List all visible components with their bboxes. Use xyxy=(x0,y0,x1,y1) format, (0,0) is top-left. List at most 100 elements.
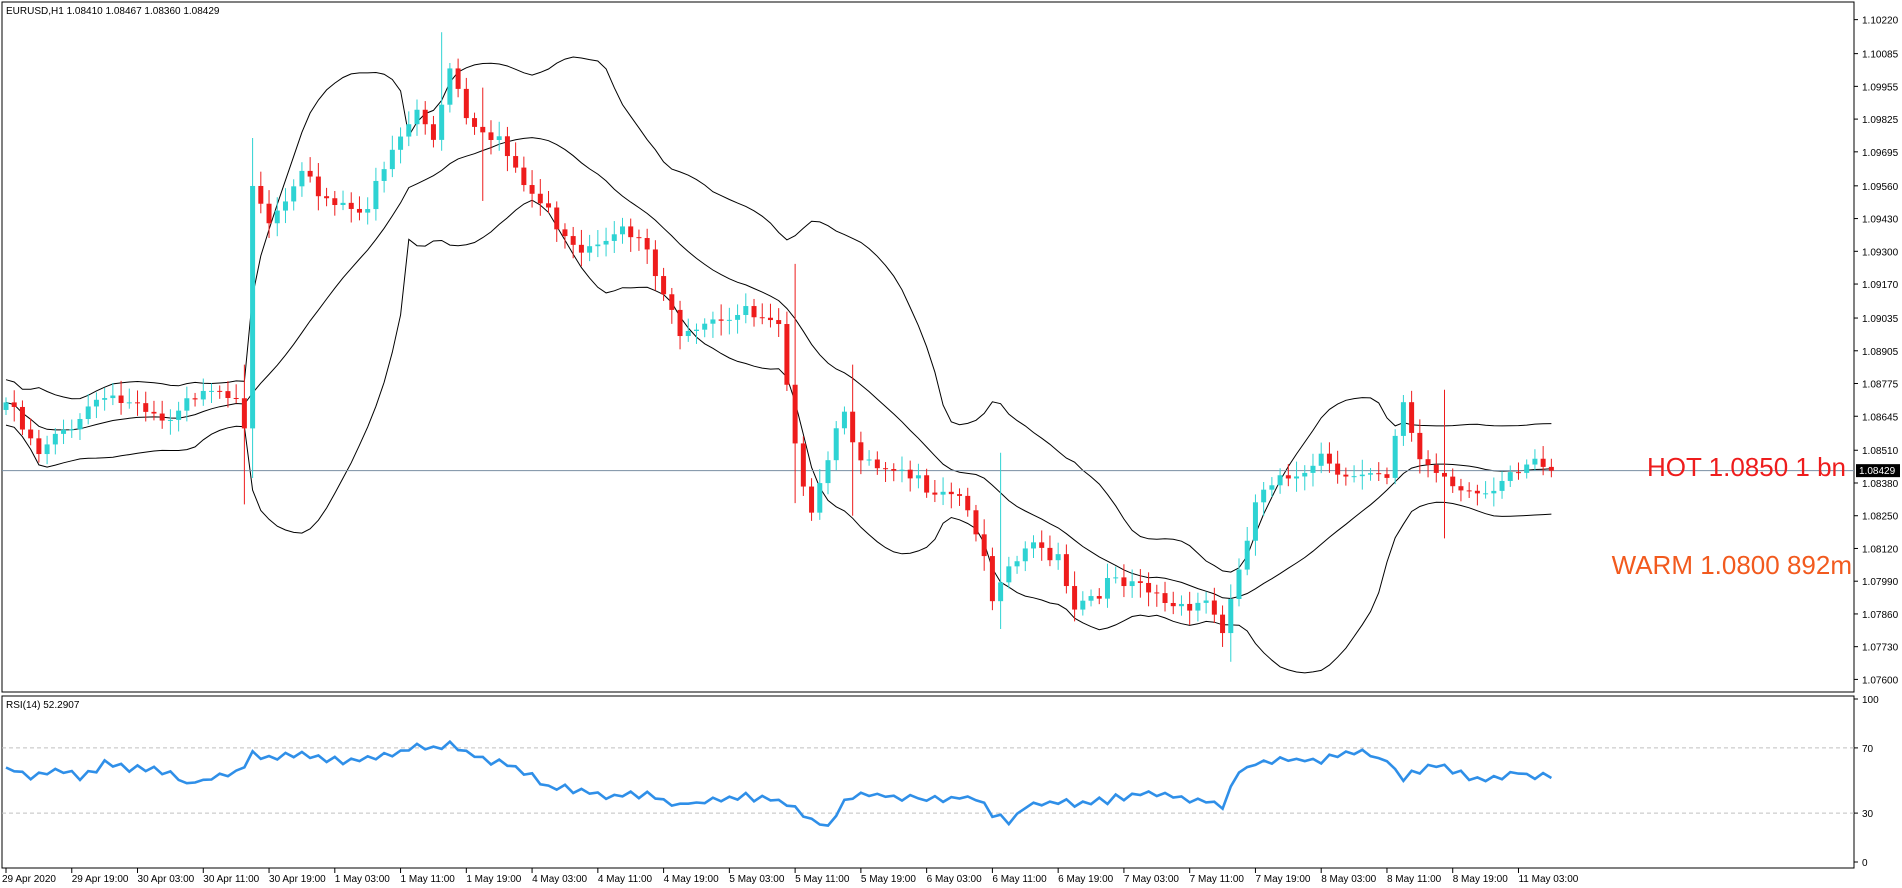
time-tick-label: 8 May 19:00 xyxy=(1453,874,1508,885)
candle-body xyxy=(850,411,856,443)
candle-body xyxy=(833,428,839,461)
candle-body xyxy=(1104,577,1110,599)
candle-body xyxy=(1326,453,1332,464)
price-tick-label: 1.09170 xyxy=(1862,280,1899,291)
time-tick-label: 1 May 03:00 xyxy=(335,874,390,885)
candle-body xyxy=(841,411,847,429)
time-tick-label: 8 May 03:00 xyxy=(1321,874,1376,885)
price-tick-label: 1.09560 xyxy=(1862,182,1899,193)
price-tick-label: 1.08645 xyxy=(1862,412,1899,423)
candle-body xyxy=(1376,473,1382,475)
candle-body xyxy=(661,276,667,295)
candle-body xyxy=(274,210,280,224)
time-tick-label: 4 May 03:00 xyxy=(532,874,587,885)
candle-body xyxy=(324,196,330,199)
price-tick-label: 1.10085 xyxy=(1862,50,1899,61)
candle-body xyxy=(1195,602,1201,611)
time-tick-label: 5 May 03:00 xyxy=(729,874,784,885)
candle-body xyxy=(1409,402,1415,433)
candle-body xyxy=(93,399,99,407)
candle-body xyxy=(332,198,338,206)
candle-body xyxy=(1063,554,1069,587)
candle-body xyxy=(1384,474,1390,478)
candle-body xyxy=(924,475,930,493)
candle-body xyxy=(365,209,371,213)
candle-body xyxy=(143,403,149,412)
candle-body xyxy=(957,494,963,496)
candle-body xyxy=(776,320,782,325)
candle-body xyxy=(948,491,954,495)
candle-body xyxy=(1154,592,1160,594)
time-tick-label: 30 Apr 11:00 xyxy=(203,874,259,885)
candle-body xyxy=(110,395,116,399)
candle-body xyxy=(1318,453,1324,466)
candle-body xyxy=(743,306,749,315)
candle-body xyxy=(915,475,921,479)
candle-body xyxy=(19,406,25,430)
bollinger-bands xyxy=(5,56,1552,674)
candle-body xyxy=(1137,581,1143,583)
bollinger-middle xyxy=(5,137,1552,600)
candle-body xyxy=(784,324,790,385)
price-tick-label: 1.09695 xyxy=(1862,148,1899,159)
candle-body xyxy=(1269,485,1275,490)
candle-body xyxy=(430,124,436,140)
candle-body xyxy=(1113,577,1119,579)
time-tick-label: 6 May 03:00 xyxy=(927,874,982,885)
candle-body xyxy=(1294,476,1300,479)
time-tick-label: 8 May 11:00 xyxy=(1387,874,1442,885)
candle-body xyxy=(1466,490,1472,492)
candle-body xyxy=(1031,542,1036,549)
level-warm-label: WARM 1.0800 892m xyxy=(1612,550,1852,580)
time-tick-label: 29 Apr 19:00 xyxy=(72,874,129,885)
candle-body xyxy=(1458,486,1464,491)
candle-body xyxy=(669,294,675,310)
candle-body xyxy=(1302,472,1308,477)
candle-body xyxy=(1203,600,1209,603)
price-axis: 1.10220 1.10085 1.09955 1.09825 1.09695 1.095… xyxy=(1854,16,1899,686)
candle-body xyxy=(858,442,864,461)
candle-body xyxy=(52,433,58,445)
price-tick-label: 1.07730 xyxy=(1862,643,1899,654)
candle-body xyxy=(1433,464,1439,473)
candle-body xyxy=(989,556,995,602)
candle-body xyxy=(1442,472,1447,477)
candle-body xyxy=(562,229,568,237)
candle-body xyxy=(496,136,502,141)
candle-body xyxy=(726,319,732,321)
candle-body xyxy=(233,397,239,399)
candle-body xyxy=(11,402,17,407)
candle-body xyxy=(1220,614,1226,634)
candle-body xyxy=(1524,464,1530,473)
candle-body xyxy=(595,244,601,247)
candle-body xyxy=(570,236,576,245)
time-tick-label: 4 May 11:00 xyxy=(598,874,653,885)
time-tick-label: 5 May 11:00 xyxy=(795,874,850,885)
symbol-header: EURUSD,H1 1.08410 1.08467 1.08360 1.0842… xyxy=(6,6,220,17)
candle-body xyxy=(250,185,256,429)
candle-body xyxy=(1335,463,1341,475)
candle-body xyxy=(381,169,387,181)
candle-body xyxy=(455,68,461,89)
price-tick-label: 1.10220 xyxy=(1862,16,1899,27)
candle-body xyxy=(1162,593,1168,603)
candle-body xyxy=(998,582,1004,602)
level-hot-label: HOT 1.0850 1 bn xyxy=(1647,452,1846,482)
candle-body xyxy=(587,246,593,253)
candle-body xyxy=(126,402,132,404)
candle-body xyxy=(1392,435,1398,478)
candle-body xyxy=(1096,596,1102,599)
candle-body xyxy=(1277,475,1283,486)
time-tick-label: 11 May 03:00 xyxy=(1518,874,1578,885)
candle-body xyxy=(167,419,173,421)
candle-body xyxy=(1022,548,1028,562)
candle-body xyxy=(899,469,905,471)
candle-body xyxy=(677,309,683,337)
candle-body xyxy=(348,202,354,209)
candle-body xyxy=(1211,600,1217,615)
candle-body xyxy=(652,249,658,277)
time-tick-label: 7 May 19:00 xyxy=(1255,874,1310,885)
candle-body xyxy=(258,185,264,204)
candle-body xyxy=(1006,566,1012,583)
